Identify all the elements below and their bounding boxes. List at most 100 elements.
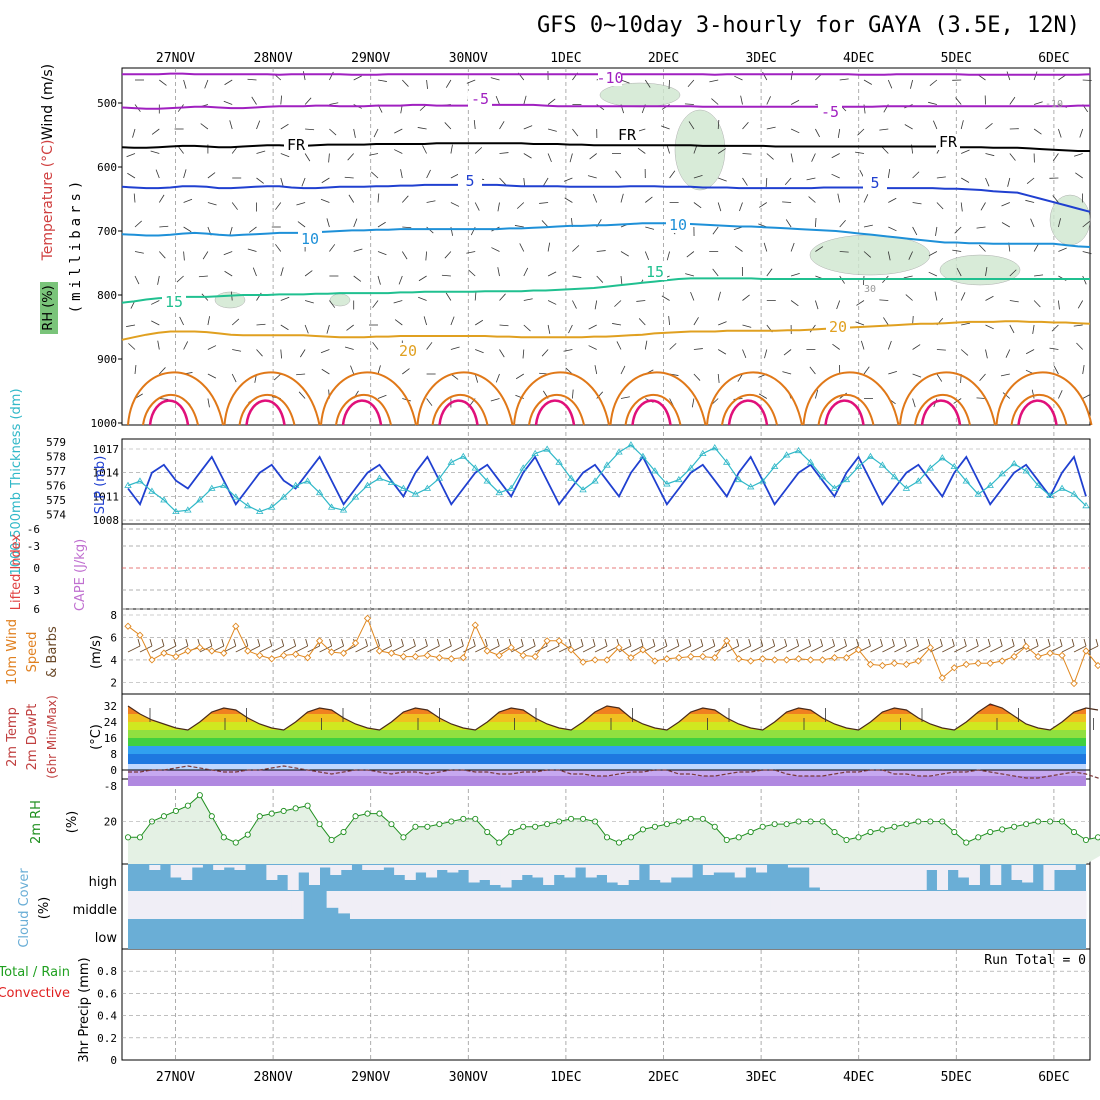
wind-barb <box>224 79 233 86</box>
date-label-top: 6DEC <box>1038 51 1069 66</box>
isotherm-label-bg <box>936 134 960 150</box>
wind-barb-flag <box>341 638 345 647</box>
wind-barb <box>127 645 141 653</box>
wind-barb <box>612 323 622 326</box>
thickness-marker <box>782 451 791 458</box>
wind-barb <box>183 198 193 203</box>
cloud-gap-high <box>990 865 1002 885</box>
wind-barb <box>377 221 386 228</box>
wind-speed-marker <box>471 621 479 629</box>
isotherm-25 <box>706 371 803 426</box>
wind-speed-marker <box>974 659 982 667</box>
cloud-gap-high <box>681 865 693 878</box>
temp-tick-label: 32 <box>104 700 117 713</box>
rh-marker <box>268 810 275 817</box>
wind-barb <box>1058 128 1062 138</box>
wind-barb <box>742 349 747 358</box>
wind-barb <box>1049 347 1059 350</box>
wind-barb <box>879 299 889 301</box>
temp-color-band <box>128 722 1086 730</box>
wind-barb-flag <box>652 638 656 647</box>
wind-barb <box>618 645 632 653</box>
cloud-gap-middle <box>151 891 164 919</box>
wind-barb <box>256 120 261 130</box>
wind-barb-flag <box>1035 638 1039 647</box>
pressure-tick-label: 700 <box>97 225 117 238</box>
temp-color-band <box>128 714 1086 722</box>
wind-barb <box>717 119 720 130</box>
wind-barb-flag <box>808 638 812 647</box>
rh-marker <box>1070 828 1078 836</box>
slp-tick-label: 1008 <box>93 514 120 527</box>
rh-marker <box>615 839 623 846</box>
wind-barb <box>894 645 907 653</box>
thickness-marker <box>136 477 144 484</box>
cloud-level-low: low <box>95 931 118 946</box>
wind-speed-marker <box>303 654 312 662</box>
rh-marker <box>316 821 323 828</box>
wind-barb <box>207 316 211 326</box>
thickness-marker <box>699 449 707 456</box>
panel-frame-upper <box>121 67 1091 426</box>
cloud-level-high: high <box>89 875 117 890</box>
wind-speed-marker <box>280 651 288 660</box>
cloud-gap-middle <box>712 891 725 919</box>
thickness-marker <box>986 481 994 488</box>
thickness-marker <box>627 441 635 448</box>
wind-barb <box>451 645 464 653</box>
wind-barb-flag <box>448 638 452 647</box>
cloud-gap-middle <box>513 891 526 919</box>
isotherm-label: -10 <box>596 69 623 87</box>
wind-barb <box>516 202 525 209</box>
thickness-tick-label: 574 <box>46 509 66 522</box>
wind-barb <box>1002 392 1011 399</box>
cloud-gap-high <box>383 865 395 868</box>
wind-barb <box>1009 153 1016 161</box>
isotherm-label: 5 <box>465 172 474 190</box>
rh-marker <box>292 805 299 812</box>
cloud-gap-middle <box>478 891 491 919</box>
wind-barb <box>1051 324 1059 332</box>
wind-barb-flag <box>1059 638 1063 647</box>
wind-tick-label: 2 <box>110 676 117 689</box>
wind-barb <box>402 195 409 203</box>
wind-barb <box>132 128 136 138</box>
wind-barb <box>693 348 703 350</box>
thickness-marker <box>950 462 958 470</box>
wind-speed-marker <box>735 655 743 663</box>
wind-barb <box>961 177 970 183</box>
wind-barb <box>935 226 938 236</box>
cloud-gap-high <box>596 865 608 875</box>
wind-barb <box>790 99 800 105</box>
wind-barb <box>790 128 800 134</box>
wind-barb <box>304 153 311 162</box>
wind-barb <box>401 251 408 260</box>
isotherm-label-bg <box>598 70 622 86</box>
wind-barb <box>846 645 859 653</box>
thickness-marker <box>651 467 659 474</box>
wind-barb <box>301 177 306 187</box>
cloud-gap-middle <box>864 891 877 919</box>
cloud-gap-middle <box>805 891 818 919</box>
wind-barb <box>763 242 768 252</box>
wind-barb <box>883 317 889 326</box>
cloud-gap-high <box>873 865 885 890</box>
wind-barb <box>718 321 727 326</box>
cloud-gap-high <box>213 865 225 870</box>
wind-barb <box>474 291 477 301</box>
thickness-tick-label: 575 <box>46 494 66 507</box>
wind-speed-marker <box>627 654 635 662</box>
wind-barb <box>863 79 872 85</box>
wind-barb <box>686 251 695 258</box>
wind-barb <box>879 128 889 131</box>
wind-barb <box>928 271 938 277</box>
ylabel-rh: RH (%) <box>41 285 56 330</box>
wind-barb <box>355 645 368 653</box>
wind-barb <box>856 300 865 306</box>
wind-barb <box>295 645 308 653</box>
cloud-gap-middle <box>607 891 620 919</box>
wind-barb <box>280 123 289 130</box>
wind-barb <box>912 344 921 350</box>
cloud-gap-middle <box>256 891 269 919</box>
